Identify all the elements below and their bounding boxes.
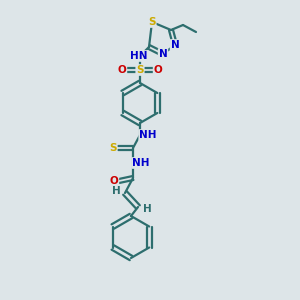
Text: S: S xyxy=(136,65,144,75)
Text: H: H xyxy=(112,186,120,196)
Text: O: O xyxy=(154,65,162,75)
Text: NH: NH xyxy=(132,158,150,168)
Text: NH: NH xyxy=(139,130,157,140)
Text: N: N xyxy=(171,40,179,50)
Text: S: S xyxy=(109,143,117,153)
Text: N: N xyxy=(159,49,167,59)
Text: H: H xyxy=(142,204,152,214)
Text: O: O xyxy=(110,176,118,186)
Text: O: O xyxy=(118,65,126,75)
Text: S: S xyxy=(148,17,156,27)
Text: HN: HN xyxy=(130,51,148,61)
